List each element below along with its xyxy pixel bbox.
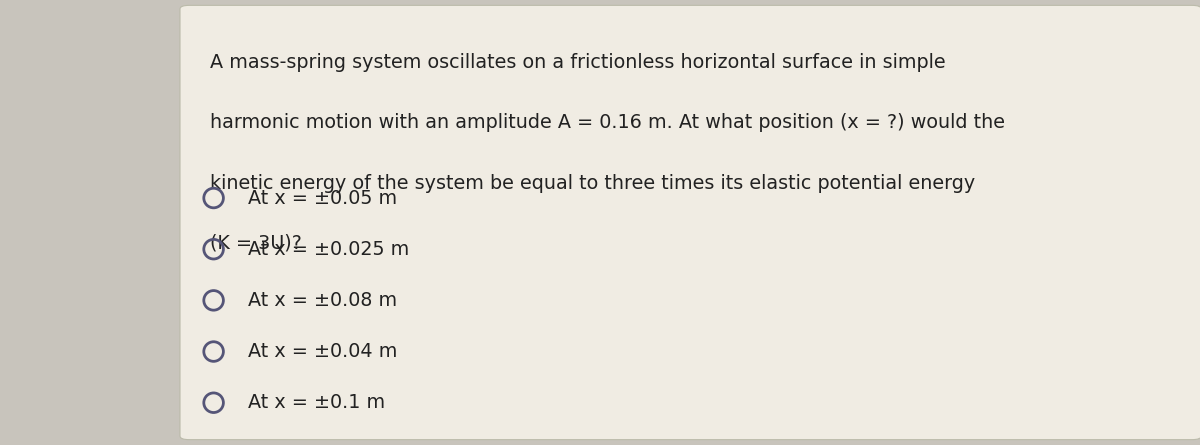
Text: At x = ±0.025 m: At x = ±0.025 m	[248, 240, 409, 259]
FancyBboxPatch shape	[180, 5, 1200, 440]
Text: harmonic motion with an amplitude A = 0.16 m. At what position (x = ?) would the: harmonic motion with an amplitude A = 0.…	[210, 113, 1006, 133]
Text: A mass-spring system oscillates on a frictionless horizontal surface in simple: A mass-spring system oscillates on a fri…	[210, 53, 946, 73]
Text: At x = ±0.1 m: At x = ±0.1 m	[248, 393, 385, 412]
Text: (K = 3U)?: (K = 3U)?	[210, 234, 302, 253]
Text: At x = ±0.08 m: At x = ±0.08 m	[248, 291, 397, 310]
Text: At x = ±0.05 m: At x = ±0.05 m	[248, 189, 397, 207]
Text: kinetic energy of the system be equal to three times its elastic potential energ: kinetic energy of the system be equal to…	[210, 174, 976, 193]
Text: At x = ±0.04 m: At x = ±0.04 m	[248, 342, 397, 361]
